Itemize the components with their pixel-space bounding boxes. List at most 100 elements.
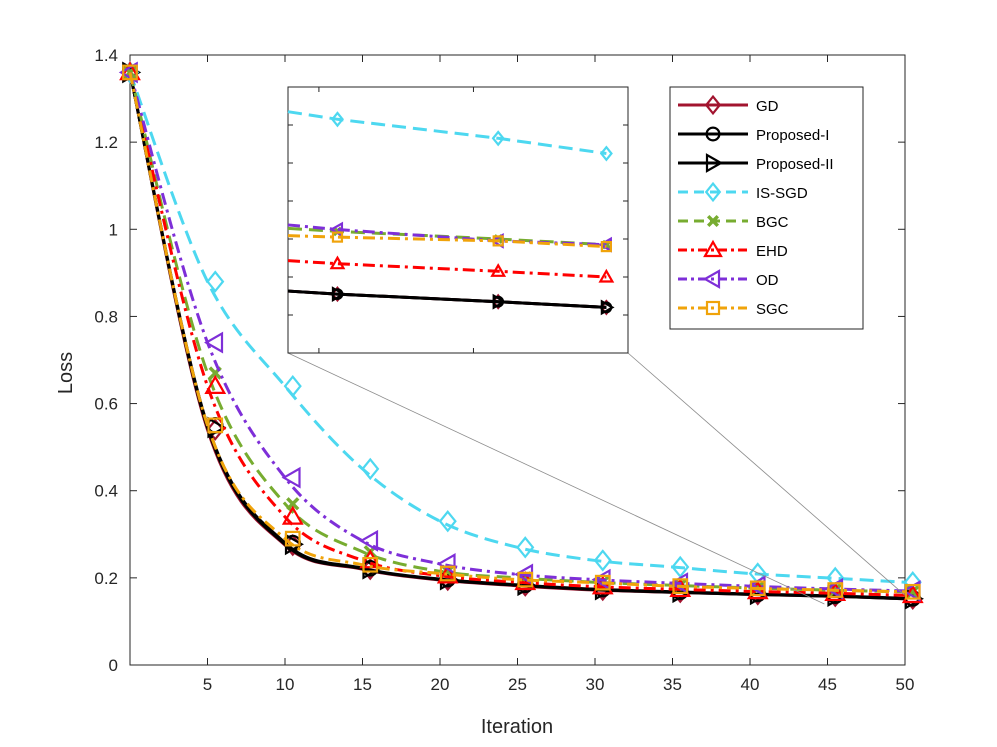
data-point-marker (672, 578, 689, 594)
series-sgc (122, 64, 921, 600)
legend-marker (705, 126, 721, 142)
legend-marker (704, 94, 722, 116)
legend-entry-is-sgd: IS-SGD (678, 181, 808, 203)
x-tick-label: 50 (896, 675, 915, 694)
legend-label: BGC (756, 214, 789, 231)
series-is-sgd (120, 61, 922, 594)
legend-marker (704, 181, 722, 203)
inset-series-is-sgd (287, 110, 613, 162)
inset-plot-area (287, 86, 629, 354)
data-point-marker (284, 530, 301, 547)
legend-marker (705, 153, 724, 173)
legend-marker (702, 269, 721, 289)
inset-data-point-marker (330, 111, 344, 128)
inset-data-point-marker (599, 145, 613, 162)
data-point-marker (826, 566, 845, 590)
inset-data-point-marker (492, 293, 507, 310)
y-tick-label: 0.4 (94, 482, 118, 501)
x-tick-label: 40 (741, 675, 760, 694)
data-point-marker (671, 555, 690, 579)
inset-data-point-marker (329, 255, 346, 270)
data-point-marker (746, 580, 769, 600)
data-point-marker (517, 571, 534, 588)
legend-label: Proposed-I (756, 127, 829, 144)
legend-entry-sgc: SGC (678, 300, 789, 318)
inset-data-point-marker (600, 299, 615, 316)
data-point-marker (122, 64, 138, 81)
legend-label: EHD (756, 243, 788, 260)
zoom-connector-lines (287, 352, 906, 605)
inset-series-line (287, 234, 607, 249)
inset-series-sgc (287, 231, 612, 253)
data-point-marker (827, 582, 844, 598)
x-tick-label: 5 (203, 675, 212, 694)
x-tick-label: 10 (276, 675, 295, 694)
y-tick-label: 0.6 (94, 395, 118, 414)
inset-series-line (287, 289, 607, 309)
legend-entry-proposed-i: Proposed-I (678, 126, 829, 144)
data-point-marker (286, 497, 300, 511)
inset-data-point-marker (491, 130, 505, 147)
y-tick-label: 0.8 (94, 307, 118, 326)
data-point-marker (594, 574, 611, 591)
legend-label: SGC (756, 301, 789, 318)
legend-entry-od: OD (678, 269, 779, 289)
inset-data-point-marker (331, 231, 344, 243)
y-tick-label: 0.2 (94, 569, 118, 588)
data-point-marker (593, 549, 612, 572)
inset-series-line (287, 223, 607, 247)
inset-data-point-marker (598, 268, 615, 283)
data-point-marker (281, 505, 304, 525)
legend-entry-bgc: BGC (678, 214, 789, 231)
zoom-connector-left (287, 352, 825, 605)
inset-series-line (287, 259, 607, 279)
inset-data-point-marker (490, 263, 507, 277)
data-point-marker (204, 331, 224, 354)
inset-series-proposed-ii (287, 286, 615, 316)
data-point-marker (516, 536, 535, 559)
inset-data-point-marker (331, 286, 346, 302)
data-point-marker (436, 553, 456, 575)
inset-series-line (287, 110, 607, 155)
x-tick-label: 45 (818, 675, 837, 694)
legend-marker (703, 239, 723, 258)
x-tick-label: 30 (586, 675, 605, 694)
legend-box (669, 86, 864, 330)
y-tick-label: 1.2 (94, 133, 118, 152)
series-line (128, 71, 906, 584)
legend-label: GD (756, 98, 779, 115)
data-point-marker (362, 556, 379, 573)
legend-marker (705, 300, 721, 316)
legend-label: IS-SGD (756, 185, 808, 202)
y-tick-label: 1.4 (94, 46, 118, 65)
y-tick-label: 0 (109, 656, 118, 675)
data-point-marker (359, 529, 379, 552)
x-tick-label: 15 (353, 675, 372, 694)
inset-series-ehd (287, 255, 615, 283)
x-axis-label: Iteration (481, 716, 553, 738)
legend-entry-proposed-ii: Proposed-II (678, 153, 834, 173)
legend-entry-ehd: EHD (678, 239, 788, 260)
data-point-marker (749, 580, 766, 597)
data-point-marker (207, 417, 224, 434)
data-point-marker (439, 565, 456, 582)
legend-label: Proposed-II (756, 156, 834, 173)
legend-entry-gd: GD (678, 94, 779, 116)
y-tick-label: 1 (109, 220, 118, 239)
inset-data-point-marker (492, 235, 504, 247)
inset-frame (287, 86, 629, 354)
data-point-marker (591, 575, 614, 595)
x-tick-label: 35 (663, 675, 682, 694)
data-point-marker (283, 374, 302, 398)
data-point-marker (669, 577, 692, 598)
zoom-connector-right (627, 352, 906, 596)
data-point-marker (436, 564, 459, 584)
inset-data-point-marker (600, 241, 612, 253)
legend-marker (706, 214, 720, 228)
data-point-marker (204, 374, 227, 394)
x-tick-label: 20 (431, 675, 450, 694)
data-point-marker (206, 270, 225, 293)
data-point-marker (904, 583, 921, 600)
data-point-marker (438, 510, 457, 533)
